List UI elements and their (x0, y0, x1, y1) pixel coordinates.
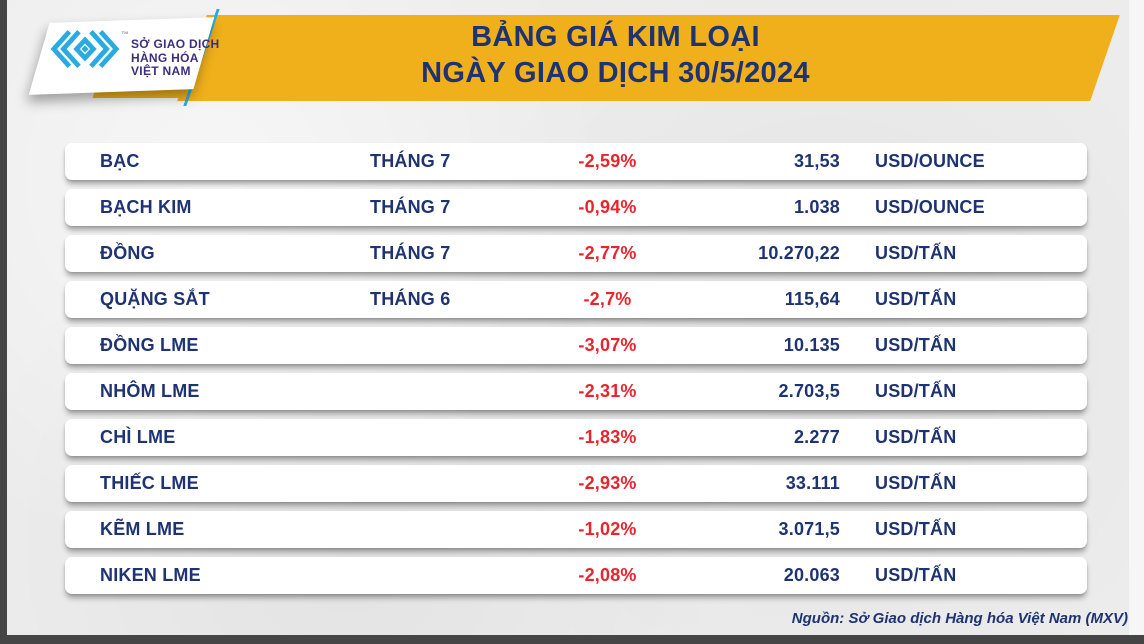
cell-change: -2,08% (578, 565, 637, 585)
cell-price: 1.038 (793, 197, 840, 217)
cell-unit: USD/OUNCE (875, 197, 985, 217)
cell-change: -2,31% (578, 381, 637, 401)
cell-change: -2,7% (583, 289, 632, 309)
title-line-2: NGÀY GIAO DỊCH 30/5/2024 (421, 57, 810, 89)
cell-commodity: ĐỒNG (100, 243, 155, 263)
table-row: ĐỒNG LME -3,07% 10.135 USD/TẤN (65, 327, 1087, 364)
cell-change: -1,02% (578, 519, 637, 539)
mxv-logo-icon (50, 29, 120, 69)
trademark-symbol: ™ (121, 30, 129, 39)
table-row: ĐỒNG THÁNG 7 -2,77% 10.270,22 USD/TẤN (65, 235, 1087, 272)
cell-price: 2.277 (793, 427, 840, 447)
cell-commodity: THIẾC LME (100, 473, 199, 493)
cell-commodity: BẠC (100, 151, 140, 171)
cell-unit: USD/TẤN (875, 473, 957, 493)
logo-org-line1: SỞ GIAO DỊCH (131, 37, 220, 51)
table-row: NIKEN LME -2,08% 20.063 USD/TẤN (65, 557, 1087, 594)
table-row: THIẾC LME -2,93% 33.111 USD/TẤN (65, 465, 1087, 502)
cell-price: 10.270,22 (758, 243, 840, 263)
cell-price: 115,64 (784, 289, 840, 309)
table-row: BẠCH KIM THÁNG 7 -0,94% 1.038 USD/OUNCE (65, 189, 1087, 226)
logo-center-diamond (81, 45, 89, 53)
table-row: KẼM LME -1,02% 3.071,5 USD/TẤN (65, 511, 1087, 548)
cell-change: -2,59% (578, 151, 637, 171)
source-credit: Nguồn: Sở Giao dịch Hàng hóa Việt Nam (M… (791, 610, 1128, 627)
cell-change: -2,77% (578, 243, 637, 263)
cell-commodity: QUẶNG SẮT (100, 289, 210, 309)
cell-price: 3.071,5 (778, 519, 840, 539)
cell-month: THÁNG 7 (370, 151, 451, 171)
photo-edge-highlight (1129, 0, 1144, 635)
cell-month: THÁNG 7 (370, 243, 451, 263)
cell-price: 2.703,5 (778, 381, 840, 401)
price-table: BẠC THÁNG 7 -2,59% 31,53 USD/OUNCE BẠCH KIM TH… (65, 143, 1087, 603)
cell-commodity: NHÔM LME (100, 381, 200, 401)
cell-unit: USD/TẤN (875, 289, 957, 309)
cell-unit: USD/TẤN (875, 243, 957, 263)
cell-month: THÁNG 6 (370, 289, 451, 309)
cell-unit: USD/TẤN (875, 381, 957, 401)
logo-org-name: SỞ GIAO DỊCH HÀNG HÓA VIỆT NAM (131, 37, 220, 79)
cell-unit: USD/OUNCE (875, 151, 985, 171)
cell-price: 20.063 (783, 565, 840, 585)
table-row: BẠC THÁNG 7 -2,59% 31,53 USD/OUNCE (65, 143, 1087, 180)
table-row: CHÌ LME -1,83% 2.277 USD/TẤN (65, 419, 1087, 456)
cell-commodity: NIKEN LME (100, 565, 201, 585)
table-row: NHÔM LME -2,31% 2.703,5 USD/TẤN (65, 373, 1087, 410)
mxv-logo: ™ SỞ GIAO DỊCH HÀNG HÓA VIỆT NAM (7, 0, 247, 115)
cell-unit: USD/TẤN (875, 427, 957, 447)
cell-price: 31,53 (793, 151, 840, 171)
logo-org-line3: VIỆT NAM (131, 64, 191, 78)
title-line-1: BẢNG GIÁ KIM LOẠI (471, 21, 760, 53)
cell-unit: USD/TẤN (875, 519, 957, 539)
cell-change: -3,07% (578, 335, 637, 355)
cell-unit: USD/TẤN (875, 565, 957, 585)
cell-change: -1,83% (578, 427, 637, 447)
cell-commodity: BẠCH KIM (100, 197, 192, 217)
cell-price: 33.111 (785, 473, 840, 493)
logo-org-line2: HÀNG HÓA (131, 50, 199, 65)
cell-price: 10.135 (783, 335, 840, 355)
price-board: BẢNG GIÁ KIM LOẠI NGÀY GIAO DỊCH 30/5/20… (7, 0, 1144, 635)
cell-commodity: CHÌ LME (100, 427, 176, 447)
cell-change: -0,94% (578, 197, 637, 217)
cell-unit: USD/TẤN (875, 335, 957, 355)
cell-commodity: ĐỒNG LME (100, 335, 199, 355)
table-row: QUẶNG SẮT THÁNG 6 -2,7% 115,64 USD/TẤN (65, 281, 1087, 318)
cell-month: THÁNG 7 (370, 197, 451, 217)
cell-commodity: KẼM LME (100, 519, 185, 539)
page-title: BẢNG GIÁ KIM LOẠI NGÀY GIAO DỊCH 30/5/20… (177, 19, 1054, 91)
cell-change: -2,93% (578, 473, 637, 493)
